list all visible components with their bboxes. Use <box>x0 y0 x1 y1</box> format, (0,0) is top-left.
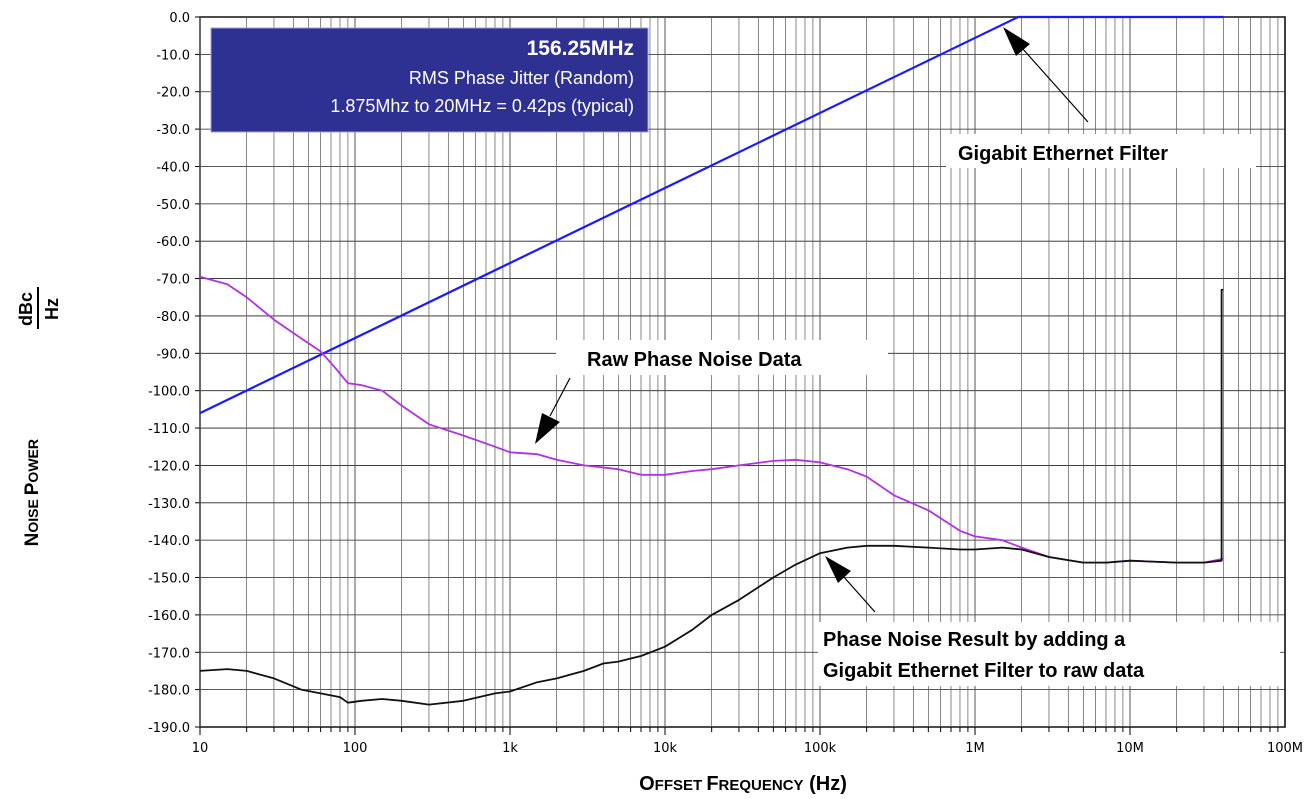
x-tick-label: 100 <box>343 741 368 756</box>
info-box-title: 156.25MHz <box>527 37 634 60</box>
y-tick-label: -50.0 <box>156 198 190 213</box>
x-axis-label: OFFSET FREQUENCY (Hz) <box>639 773 847 795</box>
y-tick-label: -20.0 <box>156 86 190 101</box>
y-tick-label: -160.0 <box>148 609 190 624</box>
y-tick-label: -30.0 <box>156 123 190 138</box>
y-axis-unit-numerator: dBc <box>16 292 36 326</box>
y-tick-label: 0.0 <box>169 11 190 26</box>
result-annotation-line1: Phase Noise Result by adding a <box>823 629 1126 651</box>
y-tick-label: -60.0 <box>156 235 190 250</box>
y-axis-unit-denominator: Hz <box>42 298 62 320</box>
x-tick-label: 10M <box>1116 741 1144 756</box>
y-tick-label: -10.0 <box>156 48 190 63</box>
y-tick-label: -40.0 <box>156 160 190 175</box>
x-tick-label: 1M <box>965 741 985 756</box>
raw-data-annotation: Raw Phase Noise Data <box>587 349 802 371</box>
y-tick-label: -140.0 <box>148 534 190 549</box>
y-tick-label: -90.0 <box>156 347 190 362</box>
svg-text:NOISE POWER: NOISE POWER <box>22 439 43 546</box>
y-tick-label: -80.0 <box>156 310 190 325</box>
y-tick-label: -150.0 <box>148 572 190 587</box>
x-tick-label: 100M <box>1267 741 1303 756</box>
y-tick-label: -110.0 <box>148 422 190 437</box>
x-tick-label: 100k <box>804 741 837 756</box>
info-box-line1: RMS Phase Jitter (Random) <box>409 68 634 88</box>
y-tick-label: -130.0 <box>148 497 190 512</box>
result-annotation-line2: Gigabit Ethernet Filter to raw data <box>823 660 1145 682</box>
y-tick-label: -170.0 <box>148 646 190 661</box>
info-box-line2: 1.875Mhz to 20MHz = 0.42ps (typical) <box>330 96 634 116</box>
y-tick-label: -180.0 <box>148 684 190 699</box>
x-tick-label: 1k <box>502 741 518 756</box>
x-tick-label: 10 <box>192 741 209 756</box>
y-tick-label: -190.0 <box>148 721 190 736</box>
x-tick-label: 10k <box>653 741 678 756</box>
y-tick-label: -70.0 <box>156 273 190 288</box>
filter-annotation: Gigabit Ethernet Filter <box>958 143 1168 165</box>
y-tick-label: -100.0 <box>148 385 190 400</box>
y-tick-label: -120.0 <box>148 459 190 474</box>
